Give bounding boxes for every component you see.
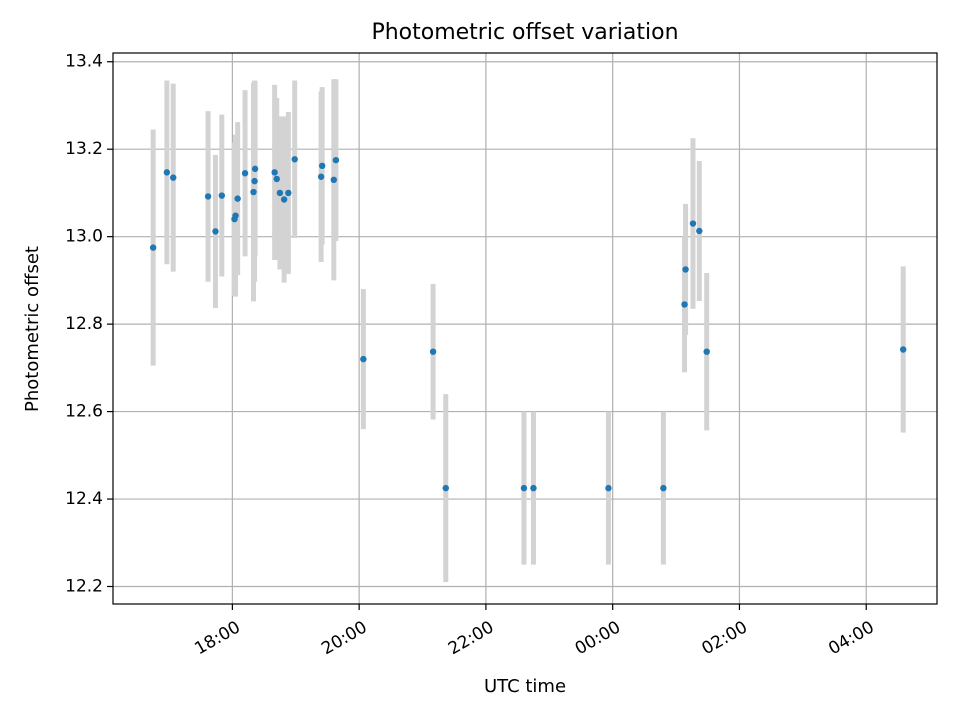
data-point [241,170,249,177]
data-point [605,484,612,492]
y-axis-ticks: 12.2 12.4 12.6 12.8 13.0 13.2 13.4 [65,52,113,597]
x-tick-label: 20:00 [318,617,370,659]
data-point [660,484,667,492]
y-tick-label: 12.8 [65,314,103,334]
data-point [360,355,367,363]
error-bars [150,79,906,583]
plot-frame [112,52,938,605]
data-point [204,193,212,200]
x-tick-label: 00:00 [572,617,624,659]
data-point [696,227,703,235]
y-tick-label: 12.4 [65,489,103,509]
x-tick-label: 04:00 [825,617,877,659]
y-tick-label: 13.0 [65,227,103,247]
data-point [317,173,325,180]
y-tick-label: 12.2 [65,577,103,597]
data-point [149,244,157,251]
y-tick-label: 12.6 [65,402,103,422]
data-point [273,175,280,183]
data-point [251,177,258,185]
data-point [332,156,340,164]
chart-title: Photometric offset variation [371,20,678,45]
data-point [234,195,241,202]
data-point [285,189,292,197]
x-tick-label: 18:00 [191,617,243,659]
y-tick-label: 13.4 [65,52,103,72]
data-point [251,165,259,173]
data-point [291,156,298,163]
data-point [318,162,326,170]
data-point [689,220,697,227]
data-point [681,301,688,308]
x-axis-label: UTC time [484,676,566,697]
data-point [212,228,219,235]
data-point [163,169,171,176]
data-point [703,348,710,355]
data-point [429,348,437,355]
data-point [520,484,528,492]
x-axis-ticks: 18:00 20:00 22:00 00:00 02:00 04:00 [191,604,878,659]
y-tick-label: 13.2 [65,139,103,159]
data-point [250,188,257,196]
data-point [271,169,278,176]
data-point [530,484,537,492]
data-point [682,266,689,273]
data-point [280,196,288,203]
data-point [218,192,226,199]
data-point [899,346,907,353]
data-points [149,156,907,492]
data-point [232,212,239,219]
x-tick-label: 02:00 [699,617,751,659]
data-point [330,176,337,184]
data-point [170,174,177,181]
y-axis-label: Photometric offset [22,246,43,412]
data-point [442,484,449,492]
data-point [276,189,284,197]
x-tick-label: 22:00 [445,617,497,659]
